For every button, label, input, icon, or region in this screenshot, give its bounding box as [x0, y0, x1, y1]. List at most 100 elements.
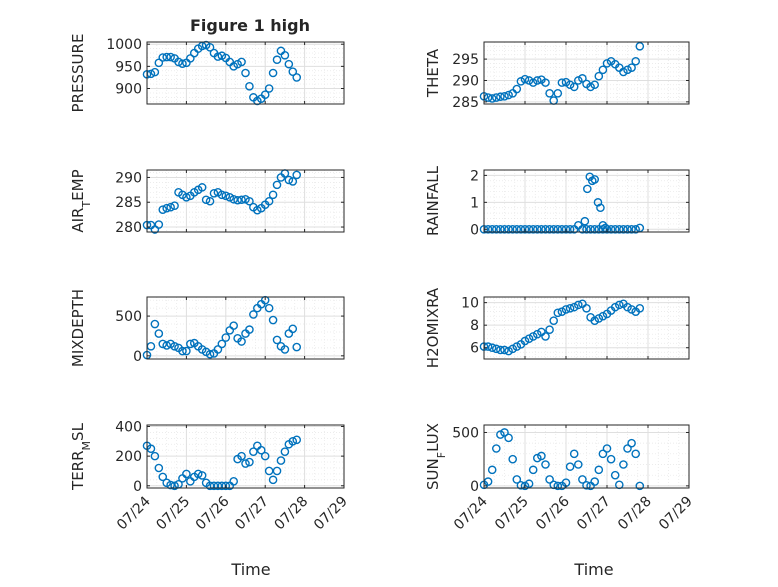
data-point: [553, 308, 563, 318]
axes-box: [483, 41, 690, 105]
data-point: [150, 451, 160, 461]
data-point: [158, 472, 168, 482]
data-point: [574, 76, 583, 85]
x-tick-label: 07/29: [656, 494, 696, 534]
data-point: [602, 59, 612, 68]
x-axis-label: Time: [230, 560, 270, 579]
data-point: [627, 63, 636, 72]
x-tick-label: 07/26: [533, 493, 573, 533]
data-point: [217, 190, 227, 200]
x-tick-label: 07/25: [153, 494, 193, 534]
data-point: [512, 225, 522, 234]
y-axis-label: PRESSURE: [69, 34, 87, 113]
data-point: [264, 303, 274, 313]
y-tick-label: 0: [470, 479, 479, 495]
data-point: [569, 449, 579, 459]
data-point: [631, 56, 641, 66]
data-point: [582, 481, 591, 490]
data-point: [533, 453, 542, 463]
data-point: [170, 201, 179, 211]
data-point: [583, 184, 592, 194]
chart-panel-mixdepth: 0 500 MIXDEPTH: [69, 289, 345, 367]
data-point: [491, 444, 501, 453]
data-point: [545, 225, 554, 234]
data-point: [528, 225, 538, 234]
data-point: [623, 225, 632, 234]
y-tick-label: 400: [115, 419, 142, 435]
data-point: [162, 203, 171, 213]
data-point: [158, 205, 168, 214]
data-point: [590, 477, 600, 486]
data-point: [508, 225, 518, 234]
axes-box: [146, 41, 345, 105]
y-tick-label: 1000: [106, 37, 142, 53]
y-tick-label: 1: [470, 195, 479, 211]
y-axis-label: SUNFLUX: [424, 423, 448, 490]
data-point: [292, 342, 302, 352]
x-tick-label: 07/24: [451, 493, 491, 533]
data-point: [201, 195, 211, 205]
data-point: [594, 465, 604, 475]
data-point: [623, 65, 632, 75]
data-point: [524, 76, 534, 85]
data-point: [580, 216, 590, 226]
x-tick-label: 07/24: [114, 493, 154, 533]
data-point: [245, 457, 254, 467]
data-point: [631, 449, 641, 459]
data-point: [272, 55, 282, 65]
data-point: [533, 225, 542, 234]
data-point: [578, 225, 587, 234]
figure-title: Figure 1 high: [190, 16, 310, 35]
data-point: [627, 225, 636, 234]
data-point: [586, 225, 595, 234]
data-point: [245, 325, 254, 334]
chart-panel-air-temp: 280 285 290 AIRTEMP: [69, 169, 345, 236]
data-point: [553, 225, 563, 234]
data-point: [491, 93, 501, 102]
data-point: [209, 189, 219, 198]
x-tick-label: 07/28: [615, 494, 655, 534]
x-tick-label: 07/29: [311, 494, 351, 534]
data-point: [487, 465, 497, 475]
data-point: [162, 52, 171, 62]
chart-panel-rainfall: 0 1 2 RAINFALL: [424, 165, 690, 238]
data-point: [166, 480, 175, 490]
data-point: [528, 78, 538, 87]
data-point: [615, 225, 624, 234]
y-tick-label: 500: [452, 425, 479, 441]
data-point: [504, 225, 513, 234]
data-point: [170, 341, 179, 351]
data-point: [569, 302, 579, 312]
data-point: [615, 300, 624, 310]
data-point: [284, 59, 294, 69]
data-point: [292, 435, 302, 445]
data-point: [182, 346, 191, 356]
data-point: [520, 225, 530, 234]
data-point: [627, 305, 636, 314]
x-tick-label: 07/27: [232, 494, 272, 534]
data-point: [154, 220, 164, 229]
data-point: [268, 190, 278, 200]
data-series: [479, 299, 645, 356]
data-point: [272, 466, 282, 476]
data-point: [237, 337, 246, 346]
y-tick-label: 290: [452, 73, 479, 89]
data-point: [574, 460, 583, 469]
data-point: [217, 339, 227, 349]
data-point: [565, 303, 575, 313]
y-tick-label: 10: [461, 296, 479, 312]
y-tick-label: 500: [115, 309, 142, 325]
data-point: [565, 462, 575, 471]
data-point: [504, 90, 513, 100]
data-point: [166, 202, 175, 212]
data-point: [280, 345, 290, 354]
data-point: [557, 307, 567, 316]
data-point: [150, 67, 160, 77]
data-point: [288, 324, 298, 334]
x-axis-label: Time: [573, 560, 613, 579]
data-point: [241, 68, 250, 78]
data-point: [241, 459, 250, 468]
data-point: [491, 344, 501, 354]
data-point: [264, 196, 274, 206]
